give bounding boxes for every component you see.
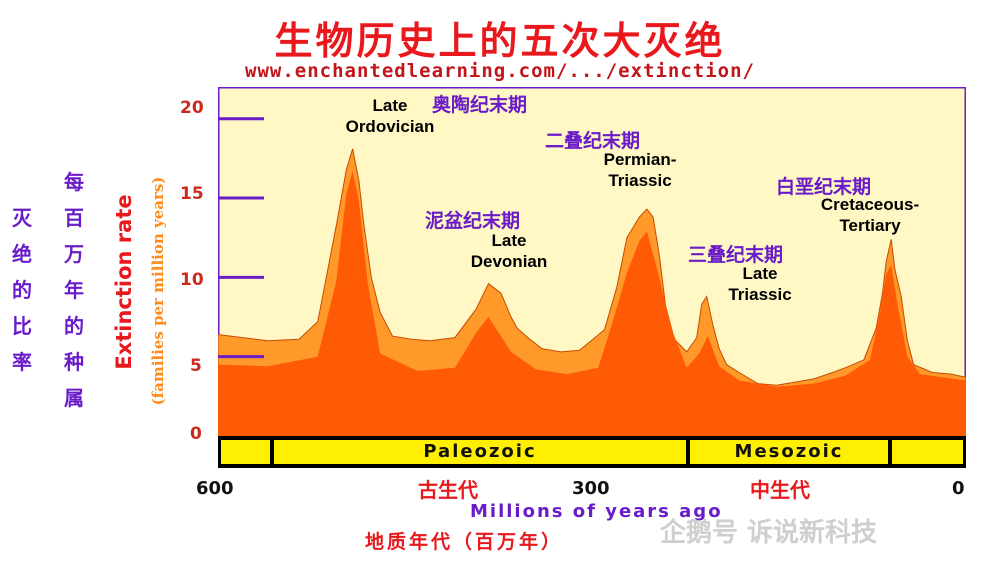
left-cn-char: 属: [64, 386, 84, 410]
left-cn-char: 的: [64, 314, 84, 338]
annotation-triassic-cn: 三叠纪末期: [688, 244, 784, 266]
annotation-triassic: Late Triassic: [695, 263, 825, 305]
left-cn-label-col2: 每百万年的种属: [62, 164, 86, 416]
annotation-permian-cn: 二叠纪末期: [545, 130, 641, 152]
geologic-era-bar: Paleozoic Mesozoic: [218, 436, 966, 468]
left-cn-char: 每: [64, 170, 84, 194]
annotation-devonian-cn: 泥盆纪末期: [425, 210, 521, 232]
annotation-permian-line1: Permian-: [603, 150, 677, 169]
x-tick-label: 300: [572, 478, 610, 499]
annotation-cretaceous: Cretaceous- Tertiary: [785, 194, 955, 236]
left-cn-char: 万: [64, 242, 84, 266]
watermark: 企鹅号 诉说新科技: [660, 518, 878, 548]
annotation-cretaceous-cn: 白垩纪末期: [776, 176, 872, 198]
left-cn-char: 绝: [12, 242, 32, 266]
y-tick-label: 0: [190, 424, 202, 444]
annotation-devonian-line2: Devonian: [470, 252, 548, 271]
x-axis-label: Millions of years ago: [470, 501, 723, 522]
y-tick-label: 10: [180, 270, 204, 290]
annotation-devonian-line1: Late: [491, 231, 527, 250]
left-cn-label-col1: 灭绝的比率: [10, 200, 34, 380]
source-url: www.enchantedlearning.com/.../extinction…: [245, 60, 755, 82]
left-cn-char: 种: [64, 350, 84, 374]
annotation-ordovician: Late Ordovician: [310, 95, 470, 137]
x-axis-label-cn: 地质年代（百万年）: [365, 531, 564, 553]
era-cn-mesozoic: 中生代: [750, 478, 810, 502]
annotation-devonian: Late Devonian: [434, 230, 584, 272]
x-tick-label: 600: [196, 478, 234, 499]
annotation-cretaceous-line1: Cretaceous-: [820, 195, 920, 214]
extinction-plot: [218, 87, 966, 436]
era-segment-cenozoic: [892, 440, 963, 464]
annotation-permian-line2: Triassic: [608, 171, 672, 190]
left-cn-char: 的: [12, 278, 32, 302]
left-cn-char: 率: [12, 350, 32, 374]
x-tick-label: 0: [952, 478, 965, 499]
era-paleozoic: Paleozoic: [274, 440, 686, 464]
upper-extinction-area: [218, 148, 966, 436]
y-tick-label: 20: [180, 98, 204, 118]
era-mesozoic: Mesozoic: [690, 440, 888, 464]
annotation-triassic-line2: Triassic: [728, 285, 792, 304]
left-cn-char: 比: [12, 314, 32, 338]
left-cn-char: 年: [64, 278, 84, 302]
annotation-permian: Permian- Triassic: [565, 149, 715, 191]
era-segment-early: [221, 440, 270, 464]
lower-extinction-area: [218, 171, 966, 436]
y-tick-label: 15: [180, 184, 204, 204]
y-tick-label: 5: [190, 356, 202, 376]
left-cn-char: 灭: [12, 206, 32, 230]
y-tick-marks: [218, 117, 264, 359]
annotation-triassic-line1: Late: [742, 264, 778, 283]
annotation-ordovician-line2: Ordovician: [345, 117, 435, 136]
era-cn-paleozoic: 古生代: [418, 478, 478, 502]
annotation-cretaceous-line2: Tertiary: [839, 216, 901, 235]
chart-title: 生物历史上的五次大灭绝: [274, 18, 726, 63]
annotation-ordovician-cn: 奥陶纪末期: [432, 94, 528, 116]
annotation-ordovician-line1: Late: [372, 96, 408, 115]
y-axis-label: Extinction rate: [112, 194, 136, 370]
left-cn-char: 百: [64, 206, 84, 230]
y-axis-sublabel: (families per million years): [149, 176, 167, 406]
